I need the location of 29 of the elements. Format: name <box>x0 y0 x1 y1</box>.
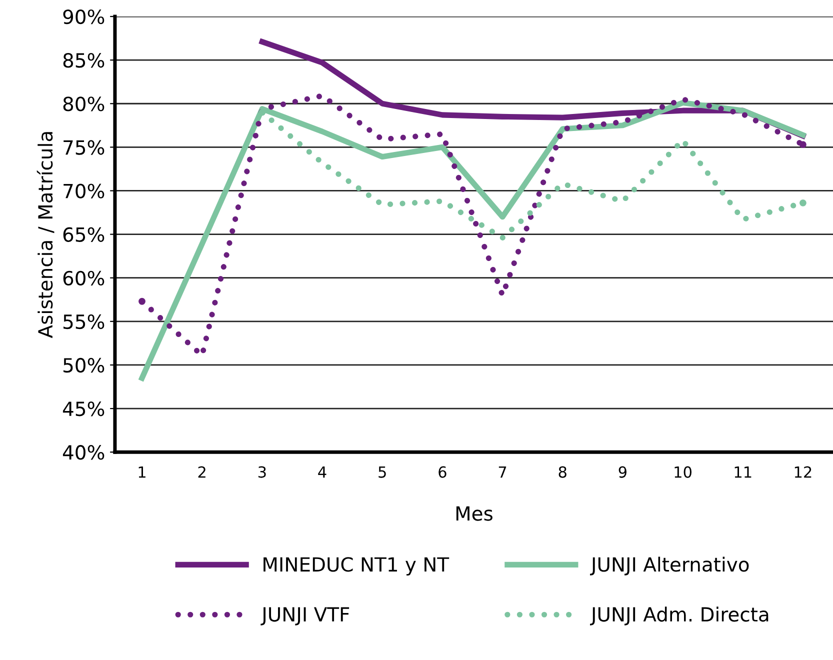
y-tick-label: 85% <box>63 53 104 68</box>
legend-label: JUNJI VTF <box>260 607 350 626</box>
x-tick-label: 6 <box>438 466 446 478</box>
x-tick-label: 8 <box>558 466 566 478</box>
x-tick-label: 4 <box>318 466 326 478</box>
legend-label: JUNJI Adm. Directa <box>590 606 768 626</box>
y-tick-label: 60% <box>63 270 104 286</box>
y-tick-label: 70% <box>64 184 104 198</box>
y-tick-label: 40% <box>62 445 104 460</box>
y-tick-label: 50% <box>64 358 104 373</box>
y-tick-label: 45% <box>62 401 104 416</box>
y-tick-label: 80% <box>63 96 104 112</box>
x-tick-label: 1 <box>138 466 146 478</box>
x-tick-label: 3 <box>258 466 266 478</box>
y-tick-label: 75% <box>64 140 104 155</box>
x-tick-label: 10 <box>674 466 692 478</box>
legend-label: JUNJI Alternativo <box>590 556 749 576</box>
x-tick-label: 9 <box>618 466 626 478</box>
y-tick-label: 90% <box>63 9 104 24</box>
x-tick-label: 11 <box>734 466 752 478</box>
y-axis-title: Asistencia / Matrícula <box>36 132 54 338</box>
legend-label: MINEDUC NT1 y NT <box>264 557 450 576</box>
x-tick-label: 12 <box>794 466 812 478</box>
y-tick-label: 65% <box>63 227 104 242</box>
x-tick-label: 5 <box>378 466 386 478</box>
x-tick-label: 2 <box>198 466 206 478</box>
x-tick-label: 7 <box>498 466 506 478</box>
x-axis-title: Mes <box>456 506 492 521</box>
y-tick-label: 55% <box>64 314 104 330</box>
